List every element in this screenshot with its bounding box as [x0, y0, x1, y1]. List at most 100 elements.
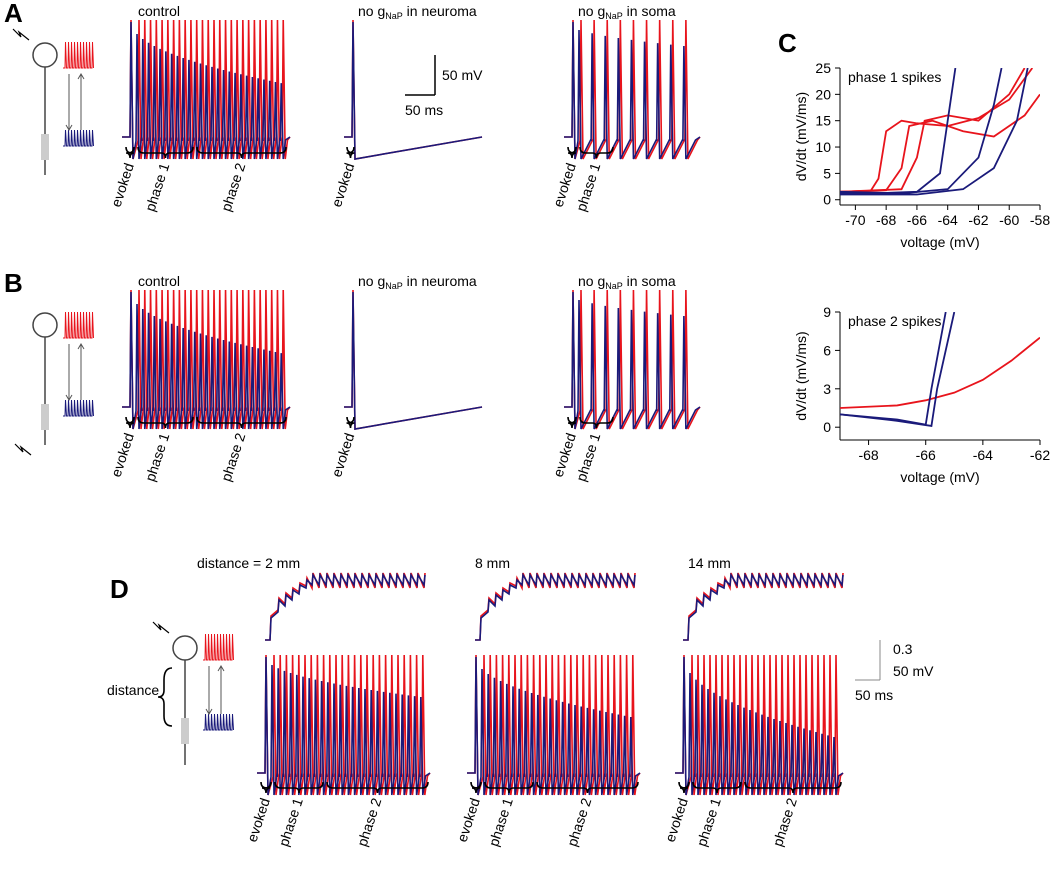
title-part: in soma	[623, 273, 676, 289]
x-axis-label: voltage (mV)	[900, 234, 979, 250]
phase-label: phase 2	[354, 796, 385, 849]
trace	[344, 21, 483, 160]
y-tick-label: 20	[815, 86, 831, 102]
brace	[579, 416, 614, 429]
x-tick-label: -58	[1030, 212, 1050, 228]
condition-title: no gNaP in soma	[578, 273, 676, 291]
arrow-head	[65, 124, 73, 131]
brace	[579, 146, 614, 159]
soma	[32, 42, 58, 68]
series-line	[840, 312, 956, 427]
series-line	[840, 68, 1003, 195]
panel-label: D	[110, 574, 129, 604]
phase-label: phase 1	[693, 796, 724, 849]
brace	[274, 781, 324, 794]
phase-label: phase 2	[564, 796, 595, 849]
mini-trace	[63, 311, 94, 339]
condition-title: control	[138, 273, 180, 289]
brace	[196, 416, 287, 429]
trace	[257, 656, 431, 796]
condition-title: no gNaP in soma	[578, 3, 676, 21]
mini-trace	[63, 129, 94, 147]
x-tick-label: -60	[999, 212, 1019, 228]
soma	[172, 635, 198, 661]
condition-title: no gNaP in neuroma	[358, 273, 477, 291]
trace	[564, 291, 701, 430]
x-axis-label: voltage (mV)	[900, 469, 979, 485]
title-part: in soma	[623, 3, 676, 19]
arrow-head	[217, 665, 225, 672]
arrow-head	[77, 73, 85, 80]
scale-label: 50 mV	[893, 663, 934, 679]
panel-label: A	[4, 0, 23, 28]
brace	[567, 416, 577, 429]
phase-label: evoked	[328, 161, 357, 209]
phase-label: phase 2	[218, 161, 249, 214]
y-axis-label: dV/dt (mV/ms)	[793, 331, 809, 420]
trace	[122, 21, 291, 160]
brace	[678, 781, 690, 794]
y-tick-label: 5	[823, 165, 831, 181]
trace	[122, 289, 291, 430]
trace	[467, 656, 641, 796]
brace	[137, 146, 194, 159]
condition-title: 8 mm	[475, 555, 510, 571]
x-tick-label: -62	[968, 212, 988, 228]
phase-label: evoked	[108, 431, 137, 479]
stimulus	[14, 443, 32, 456]
condition-title: distance = 2 mm	[197, 555, 300, 571]
series-line	[840, 93, 1040, 193]
condition-title: control	[138, 3, 180, 19]
x-tick-label: -64	[938, 212, 958, 228]
brace	[157, 667, 173, 727]
trace	[564, 21, 701, 160]
phase-label: evoked	[662, 796, 691, 844]
mini-trace	[203, 633, 234, 661]
soma	[32, 312, 58, 338]
trace	[683, 572, 844, 641]
phase-label: evoked	[454, 796, 483, 844]
series-line	[840, 68, 1034, 193]
title-part: in neuroma	[403, 3, 477, 19]
brace	[470, 781, 482, 794]
brace	[567, 146, 577, 159]
phase-label: phase 1	[142, 161, 173, 214]
chart-title: phase 1 spikes	[848, 69, 941, 85]
brace	[536, 781, 639, 794]
neuroma	[181, 718, 189, 744]
trace	[344, 289, 483, 430]
phase-label: phase 2	[218, 431, 249, 484]
x-tick-label: -62	[1030, 447, 1050, 463]
panel-label: B	[4, 268, 23, 298]
arrow-head	[65, 394, 73, 401]
title-sub: NaP	[385, 11, 403, 21]
stimulus	[12, 28, 30, 41]
x-tick-label: -70	[845, 212, 865, 228]
stimulus	[152, 621, 170, 634]
brace	[326, 781, 429, 794]
x-tick-label: -66	[907, 212, 927, 228]
neuroma	[41, 134, 49, 160]
title-part: no g	[578, 273, 605, 289]
phase-label: evoked	[108, 161, 137, 209]
series-line	[840, 68, 1026, 193]
y-tick-label: 10	[815, 139, 831, 155]
title-part: no g	[358, 3, 385, 19]
brace	[346, 416, 355, 429]
scale-label: 50 ms	[405, 102, 443, 118]
mini-trace	[63, 41, 94, 69]
panel-label: C	[778, 28, 797, 58]
series-line	[840, 68, 1029, 196]
x-tick-label: -68	[858, 447, 878, 463]
y-tick-label: 0	[823, 192, 831, 208]
phase-label: phase 2	[769, 796, 800, 849]
y-tick-label: 9	[823, 304, 831, 320]
y-tick-label: 15	[815, 113, 831, 129]
brace	[260, 781, 272, 794]
brace	[692, 781, 742, 794]
condition-title: 14 mm	[688, 555, 731, 571]
trace	[475, 572, 636, 641]
brace	[484, 781, 534, 794]
scale-label: 50 ms	[855, 687, 893, 703]
